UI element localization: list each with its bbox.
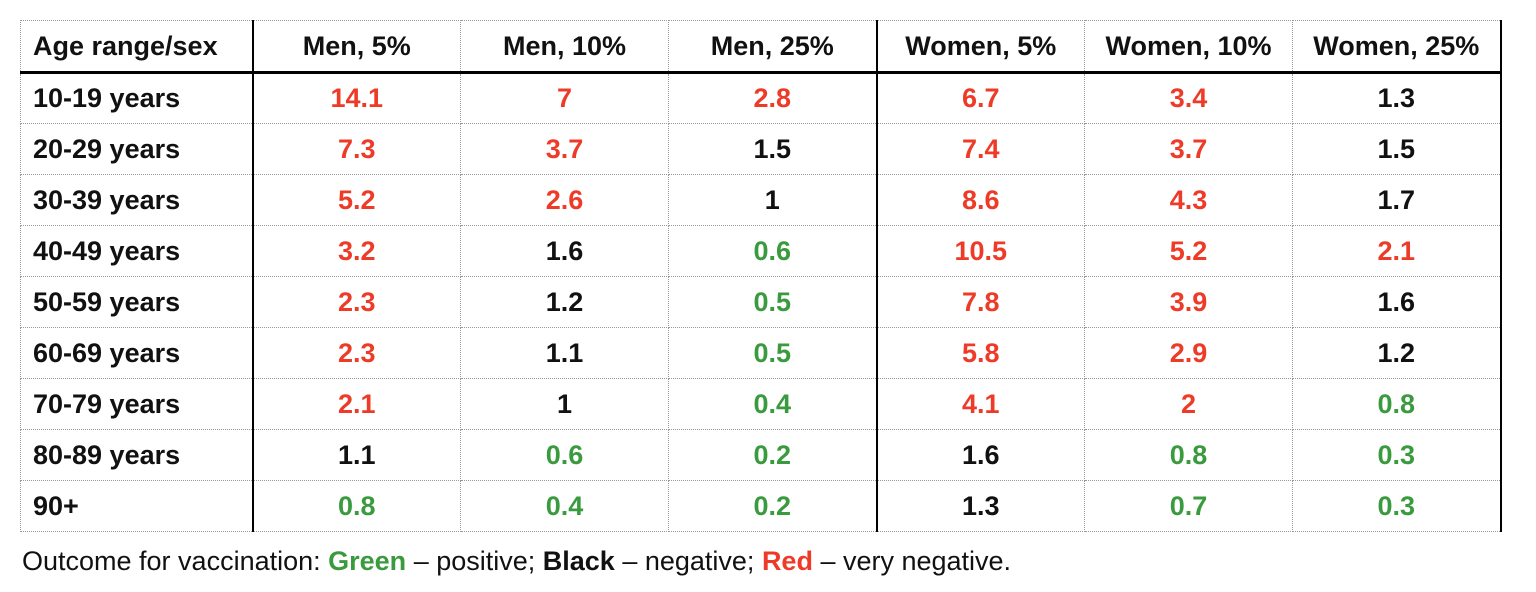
- value-cell: 1.5: [1292, 123, 1502, 175]
- value-cell: 2.9: [1084, 327, 1293, 379]
- value-cell: 2.8: [668, 72, 877, 124]
- value-cell: 1.7: [1292, 174, 1502, 226]
- value-cell: 0.8: [1084, 429, 1293, 481]
- table-row: 50-59 years 2.3 1.2 0.5 7.8 3.9 1.6: [20, 276, 1502, 328]
- value-cell: 1.1: [251, 429, 461, 481]
- value-cell: 0.7: [1084, 480, 1293, 532]
- row-label: 40-49 years: [20, 225, 253, 277]
- value-cell: 1.5: [668, 123, 877, 175]
- value-cell: 7: [460, 72, 669, 124]
- value-cell: 2.3: [251, 276, 461, 328]
- column-header: Men, 10%: [460, 20, 669, 74]
- value-cell: 1.1: [460, 327, 669, 379]
- caption-prefix: Outcome for vaccination:: [22, 546, 329, 576]
- value-cell: 0.8: [251, 480, 461, 532]
- value-cell: 3.9: [1084, 276, 1293, 328]
- value-cell: 0.5: [668, 327, 877, 379]
- header-row: Age range/sex Men, 5% Men, 10% Men, 25% Wome…: [20, 20, 1502, 74]
- legend-black-label: Black: [542, 546, 615, 576]
- column-header: Age range/sex: [20, 20, 253, 74]
- row-label: 60-69 years: [20, 327, 253, 379]
- table-row: 60-69 years 2.3 1.1 0.5 5.8 2.9 1.2: [20, 327, 1502, 379]
- value-cell: 0.2: [668, 429, 877, 481]
- value-cell: 1.3: [1292, 72, 1502, 124]
- value-cell: 1.2: [1292, 327, 1502, 379]
- value-cell: 1.6: [460, 225, 669, 277]
- value-cell: 2.6: [460, 174, 669, 226]
- table-row: 30-39 years 5.2 2.6 1 8.6 4.3 1.7: [20, 174, 1502, 226]
- value-cell: 3.7: [1084, 123, 1293, 175]
- row-label: 80-89 years: [20, 429, 253, 481]
- value-cell: 2: [1084, 378, 1293, 430]
- legend-green-desc: – positive;: [406, 546, 543, 576]
- value-cell: 5.2: [251, 174, 461, 226]
- value-cell: 8.6: [875, 174, 1085, 226]
- value-cell: 0.2: [668, 480, 877, 532]
- column-header: Women, 10%: [1084, 20, 1293, 74]
- value-cell: 10.5: [875, 225, 1085, 277]
- value-cell: 3.4: [1084, 72, 1293, 124]
- table-row: 10-19 years 14.1 7 2.8 6.7 3.4 1.3: [20, 72, 1502, 124]
- table-row: 80-89 years 1.1 0.6 0.2 1.6 0.8 0.3: [20, 429, 1502, 481]
- value-cell: 1.2: [460, 276, 669, 328]
- value-cell: 1.6: [1292, 276, 1502, 328]
- value-cell: 7.3: [251, 123, 461, 175]
- value-cell: 0.3: [1292, 429, 1502, 481]
- legend-red-desc: – very negative.: [812, 546, 1012, 576]
- value-cell: 1.6: [875, 429, 1085, 481]
- row-label: 70-79 years: [20, 378, 253, 430]
- value-cell: 3.2: [251, 225, 461, 277]
- table-row: 90+ 0.8 0.4 0.2 1.3 0.7 0.3: [20, 480, 1502, 532]
- vaccination-outcomes-table: Age range/sex Men, 5% Men, 10% Men, 25% Wome…: [20, 20, 1502, 532]
- table-row: 70-79 years 2.1 1 0.4 4.1 2 0.8: [20, 378, 1502, 430]
- value-cell: 0.4: [460, 480, 669, 532]
- table-row: 40-49 years 3.2 1.6 0.6 10.5 5.2 2.1: [20, 225, 1502, 277]
- row-label: 10-19 years: [20, 72, 253, 124]
- value-cell: 1.3: [875, 480, 1085, 532]
- value-cell: 0.6: [668, 225, 877, 277]
- table-row: 20-29 years 7.3 3.7 1.5 7.4 3.7 1.5: [20, 123, 1502, 175]
- value-cell: 0.3: [1292, 480, 1502, 532]
- value-cell: 7.8: [875, 276, 1085, 328]
- column-header: Women, 5%: [875, 20, 1085, 74]
- value-cell: 1: [668, 174, 877, 226]
- value-cell: 2.1: [1292, 225, 1502, 277]
- column-header: Men, 5%: [251, 20, 461, 74]
- row-label: 90+: [20, 480, 253, 532]
- legend-red-label: Red: [761, 546, 813, 576]
- value-cell: 14.1: [251, 72, 461, 124]
- value-cell: 5.8: [875, 327, 1085, 379]
- value-cell: 3.7: [460, 123, 669, 175]
- column-header: Men, 25%: [668, 20, 877, 74]
- value-cell: 2.3: [251, 327, 461, 379]
- column-header: Women, 25%: [1292, 20, 1502, 74]
- value-cell: 4.3: [1084, 174, 1293, 226]
- table-body: 10-19 years 14.1 7 2.8 6.7 3.4 1.3 20-29 years 7…: [20, 72, 1502, 532]
- row-label: 20-29 years: [20, 123, 253, 175]
- value-cell: 6.7: [875, 72, 1085, 124]
- row-label: 30-39 years: [20, 174, 253, 226]
- row-label: 50-59 years: [20, 276, 253, 328]
- value-cell: 0.6: [460, 429, 669, 481]
- value-cell: 4.1: [875, 378, 1085, 430]
- legend-black-desc: – negative;: [614, 546, 762, 576]
- legend-green-label: Green: [328, 546, 407, 576]
- value-cell: 0.5: [668, 276, 877, 328]
- table-caption: Outcome for vaccination: Green – positiv…: [22, 546, 1536, 577]
- value-cell: 1: [460, 378, 669, 430]
- value-cell: 5.2: [1084, 225, 1293, 277]
- value-cell: 7.4: [875, 123, 1085, 175]
- value-cell: 0.4: [668, 378, 877, 430]
- value-cell: 2.1: [251, 378, 461, 430]
- value-cell: 0.8: [1292, 378, 1502, 430]
